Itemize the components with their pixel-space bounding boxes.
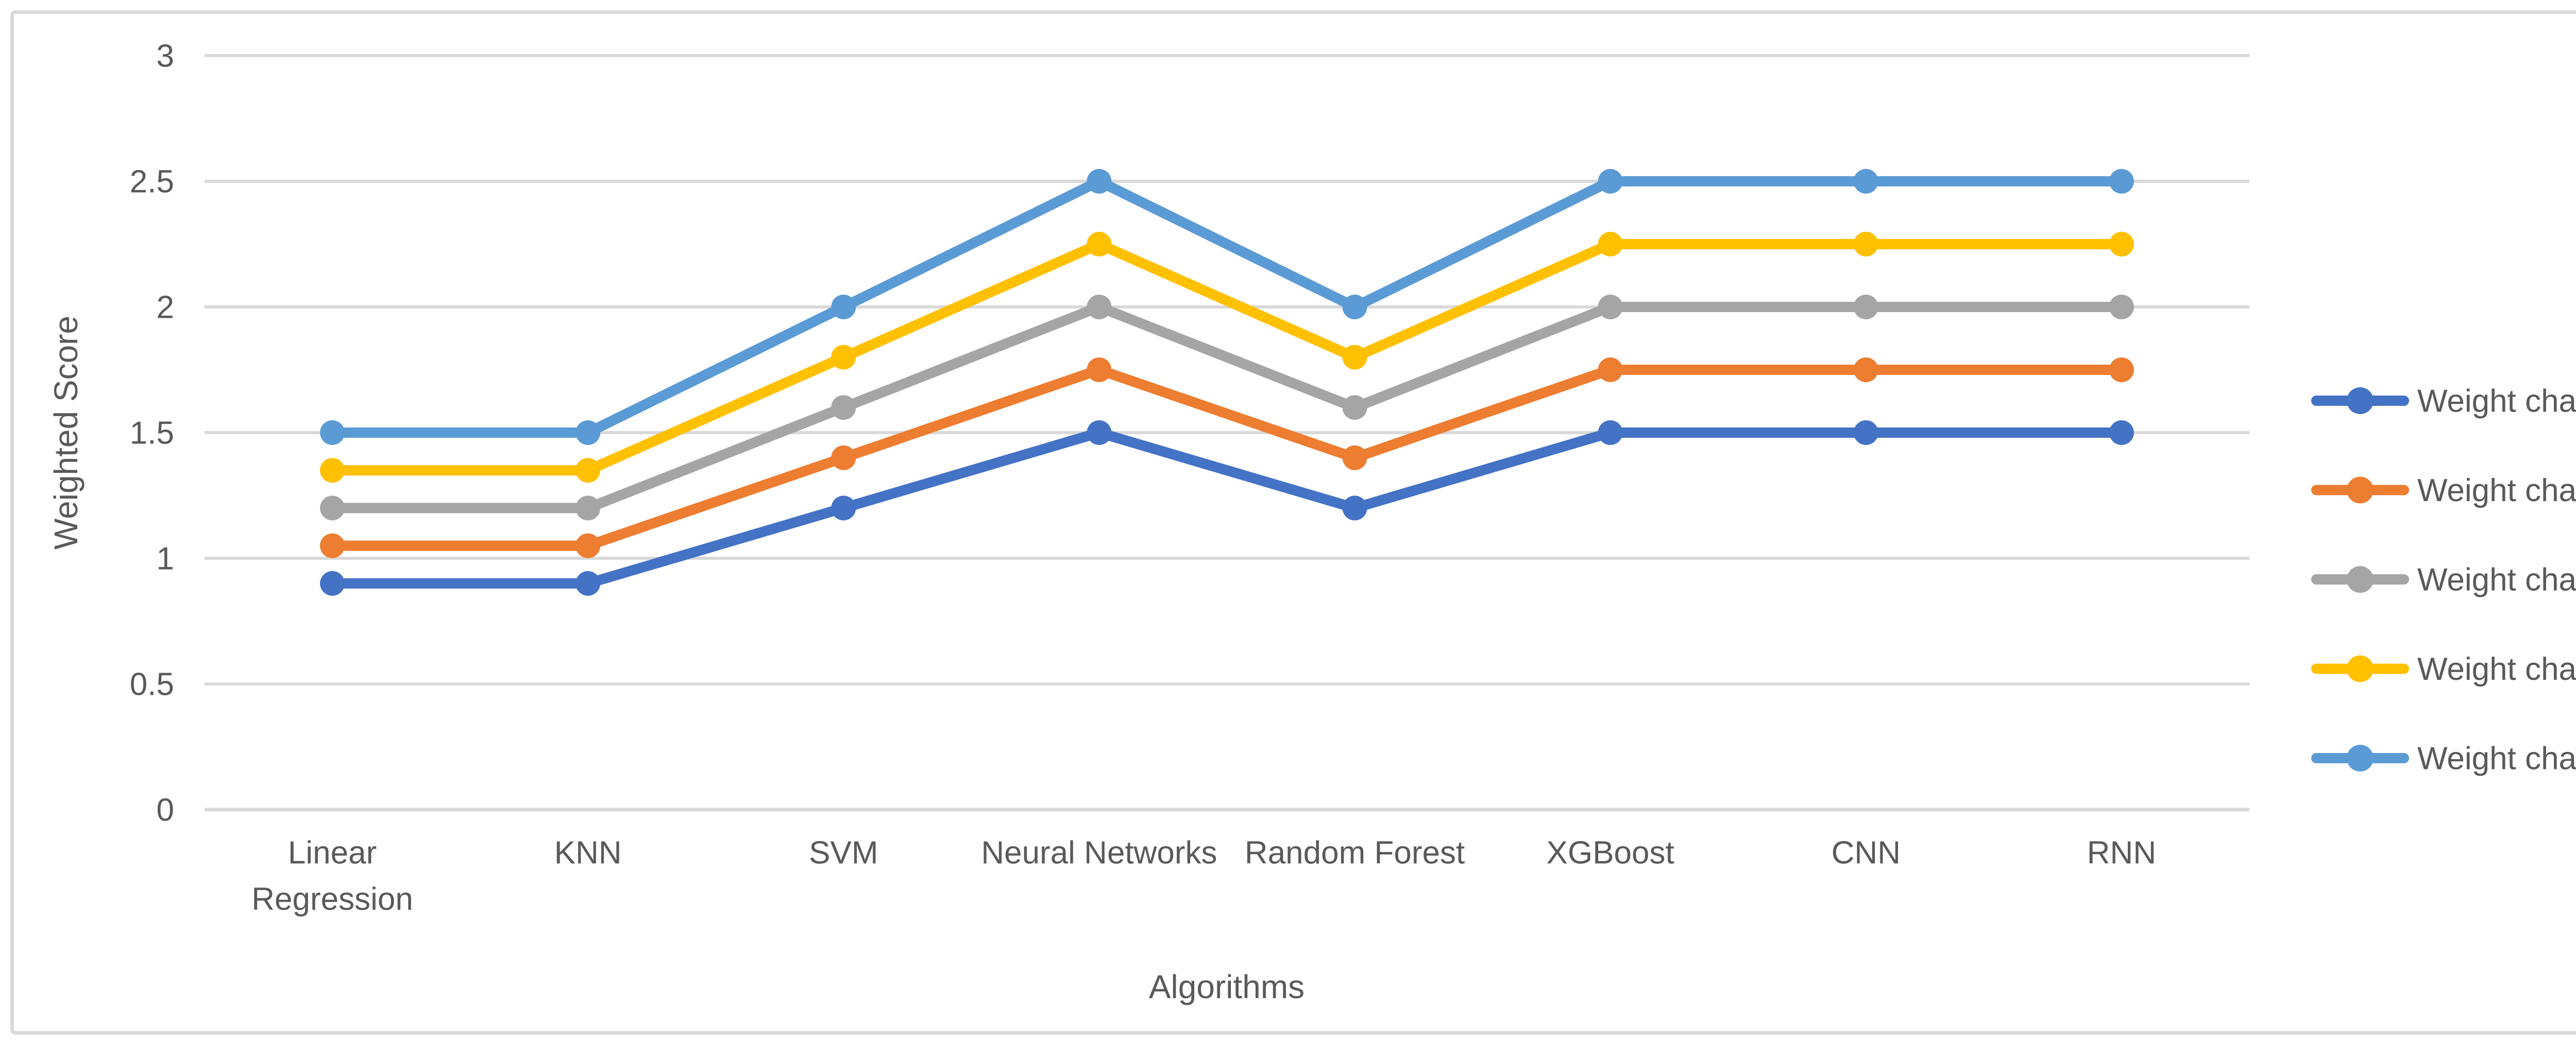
series-marker-weight-change-0-05-linear-regression: [320, 533, 345, 558]
series-marker-weight-change-0-05-random-forest: [1342, 345, 1367, 370]
category-label-linear-regression: Linear: [288, 835, 377, 871]
series-marker-weight-change-0-00-xgboost: [1598, 295, 1623, 319]
y-tick-label-0: 0: [157, 793, 174, 828]
legend-marker-dot: [2347, 745, 2374, 772]
series-line-weight-change-0-05: [327, 365, 2127, 551]
series-marker-weight-change-0-00-knn: [575, 495, 601, 521]
series-marker-weight-change-0-10-rnn: [2109, 169, 2134, 194]
series-marker-weight-change-0-10-linear-regression: [320, 571, 345, 596]
series-marker-weight-change-0-10-linear-regression: [320, 420, 345, 445]
series-marker-weight-change-0-05-cnn: [1853, 232, 1878, 256]
series-marker-weight-change-0-10-random-forest: [1342, 295, 1367, 319]
series-marker-weight-change-0-05-svm: [831, 445, 856, 470]
legend-item-weight-change-0-10[interactable]: Weight change: -0.10: [2311, 384, 2576, 419]
category-label-linear-regression: Regression: [251, 882, 413, 917]
legend-marker-dot: [2347, 387, 2374, 414]
series-marker-weight-change-0-10-xgboost: [1598, 420, 1623, 445]
legend-marker-dot: [2347, 566, 2374, 593]
legend-marker-dot: [2347, 476, 2374, 504]
y-tick-label-0.5: 0.5: [130, 667, 174, 703]
series-marker-weight-change-0-00-cnn: [1853, 295, 1878, 319]
legend-label: Weight change: -0.05: [2417, 473, 2576, 508]
series-marker-weight-change-0-10-rnn: [2109, 420, 2134, 445]
series-marker-weight-change-0-00-random-forest: [1342, 395, 1367, 420]
series-marker-weight-change-0-05-svm: [831, 345, 856, 370]
series-marker-weight-change-0-05-xgboost: [1598, 357, 1623, 382]
series-marker-weight-change-0-10-svm: [831, 295, 856, 319]
category-label-rnn: RNN: [2087, 835, 2156, 871]
series-marker-weight-change-0-10-cnn: [1853, 169, 1878, 194]
series-marker-weight-change-0-05-rnn: [2109, 232, 2134, 256]
legend-item-weight-change-0-10[interactable]: Weight change: +0.10: [2311, 741, 2576, 777]
series-marker-weight-change-0-05-rnn: [2109, 357, 2134, 382]
legend-label: Weight change: +0.00: [2417, 562, 2576, 598]
y-tick-label-1.5: 1.5: [130, 416, 174, 451]
category-label-neural-networks: Neural Networks: [981, 835, 1217, 871]
category-label-knn: KNN: [554, 835, 622, 871]
series-marker-weight-change-0-10-svm: [831, 495, 856, 521]
series-marker-weight-change-0-10-random-forest: [1342, 495, 1367, 521]
category-label-xgboost: XGBoost: [1547, 835, 1674, 871]
series-line-weight-change-0-10: [327, 176, 2127, 438]
series-marker-weight-change-0-05-linear-regression: [320, 458, 345, 483]
series-marker-weight-change-0-00-neural-networks: [1087, 295, 1112, 319]
series-marker-weight-change-0-05-neural-networks: [1087, 357, 1112, 382]
category-label-cnn: CNN: [1832, 835, 1901, 871]
series-marker-weight-change-0-10-knn: [575, 571, 601, 596]
category-label-svm: SVM: [809, 835, 878, 871]
series-marker-weight-change-0-05-random-forest: [1342, 445, 1367, 470]
series-marker-weight-change-0-00-svm: [831, 395, 856, 420]
y-tick-label-1: 1: [157, 541, 174, 577]
series-marker-weight-change-0-10-xgboost: [1598, 169, 1623, 194]
series-marker-weight-change-0-05-xgboost: [1598, 232, 1623, 256]
legend-label: Weight change: +0.10: [2417, 741, 2576, 777]
series-marker-weight-change-0-10-cnn: [1853, 420, 1878, 445]
series-marker-weight-change-0-05-knn: [575, 458, 601, 483]
series-line-weight-change-0-10: [327, 427, 2127, 589]
series-marker-weight-change-0-05-knn: [575, 533, 601, 558]
series-marker-weight-change-0-05-cnn: [1853, 357, 1878, 382]
y-tick-label-3: 3: [157, 39, 174, 74]
legend-item-weight-change-0-05[interactable]: Weight change: +0.05: [2311, 652, 2576, 687]
y-axis-title: Weighted Score: [47, 316, 84, 550]
legend-label: Weight change: +0.05: [2417, 652, 2576, 687]
y-tick-label-2.5: 2.5: [130, 164, 174, 200]
series-marker-weight-change-0-00-rnn: [2109, 295, 2134, 319]
series-marker-weight-change-0-05-neural-networks: [1087, 232, 1112, 256]
series-line-weight-change-0-05: [327, 239, 2127, 476]
category-label-random-forest: Random Forest: [1245, 835, 1465, 871]
series-marker-weight-change-0-10-neural-networks: [1087, 169, 1112, 194]
legend-label: Weight change: -0.10: [2417, 384, 2576, 419]
series-line-weight-change-0-00: [327, 302, 2127, 513]
series-marker-weight-change-0-00-linear-regression: [320, 495, 345, 521]
series-marker-weight-change-0-10-knn: [575, 420, 601, 445]
x-axis-title: Algorithms: [1149, 968, 1304, 1005]
y-tick-label-2: 2: [157, 290, 174, 326]
series-marker-weight-change-0-10-neural-networks: [1087, 420, 1112, 445]
legend-marker-dot: [2347, 655, 2374, 682]
legend-item-weight-change-0-05[interactable]: Weight change: -0.05: [2311, 473, 2576, 508]
legend-item-weight-change-0-00[interactable]: Weight change: +0.00: [2311, 562, 2576, 598]
